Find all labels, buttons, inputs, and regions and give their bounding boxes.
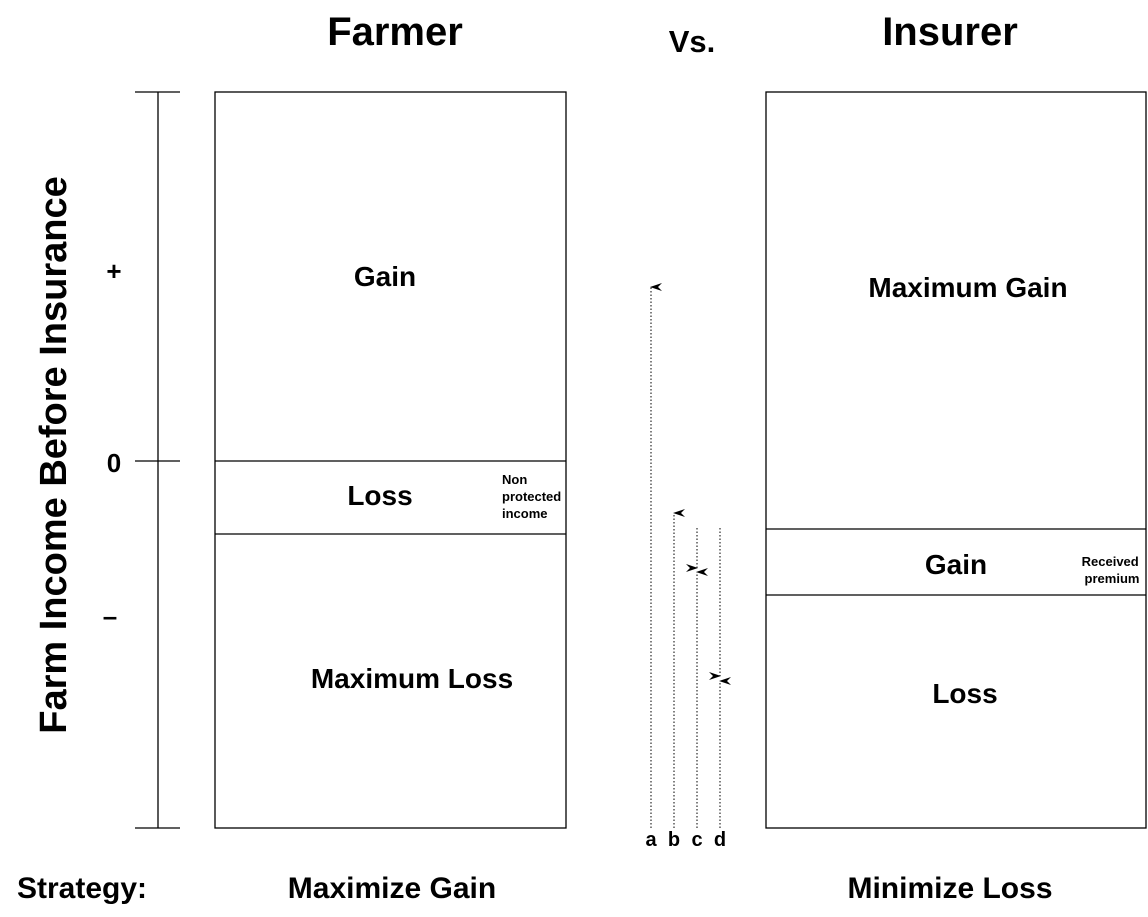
note-line: Received bbox=[1082, 554, 1139, 569]
title-insurer: Insurer bbox=[882, 10, 1018, 54]
note-line: protected bbox=[502, 489, 561, 504]
axis-plus: + bbox=[106, 256, 121, 286]
strategy-farmer: Maximize Gain bbox=[288, 872, 496, 905]
farmer-loss: Loss bbox=[347, 480, 412, 511]
note-line: premium bbox=[1085, 571, 1140, 586]
farmer-max-loss: Maximum Loss bbox=[311, 663, 513, 694]
note-line: Non bbox=[502, 472, 527, 487]
axis-label: Farm Income Before Insurance bbox=[33, 176, 75, 734]
insurer-loss: Loss bbox=[932, 678, 997, 709]
insurer-gain: Gain bbox=[925, 549, 987, 580]
farmer-gain: Gain bbox=[354, 261, 416, 292]
insurer-note: Received premium bbox=[1082, 554, 1143, 586]
arrow-label: a bbox=[645, 829, 657, 851]
insurer-max-gain: Maximum Gain bbox=[868, 272, 1067, 303]
strategy-label: Strategy: bbox=[17, 872, 147, 905]
farmer-note: Non protected income bbox=[502, 472, 565, 521]
insurer-box bbox=[765, 91, 1147, 829]
strategy-insurer: Minimize Loss bbox=[847, 872, 1052, 905]
title-vs: Vs. bbox=[669, 24, 716, 59]
axis-zero: 0 bbox=[107, 448, 121, 478]
axis-minus: – bbox=[103, 601, 117, 631]
note-line: income bbox=[502, 506, 548, 521]
arrow-label: b bbox=[668, 829, 680, 851]
title-farmer: Farmer bbox=[327, 10, 463, 54]
arrow-label: c bbox=[691, 829, 702, 851]
arrow-label: d bbox=[714, 829, 726, 851]
farmer-box bbox=[214, 91, 567, 829]
